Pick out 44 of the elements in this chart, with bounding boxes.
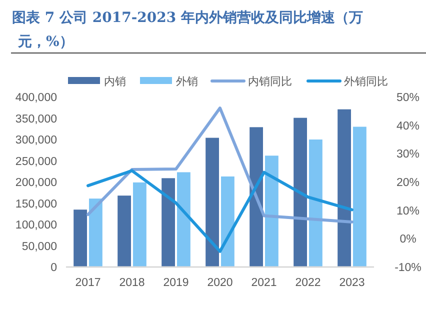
x-tick-label: 2017 — [75, 277, 101, 289]
y2-tick-label: 30% — [396, 148, 420, 161]
y-tick-label: 200,000 — [15, 177, 57, 190]
bar — [338, 109, 351, 267]
bar — [353, 126, 366, 267]
y-tick-label: 100,000 — [15, 220, 57, 232]
legend-label: 内销 — [104, 75, 126, 88]
bar — [162, 178, 175, 267]
y-tick-label: 350,000 — [15, 113, 57, 126]
bar — [206, 138, 219, 267]
x-tick-label: 2020 — [207, 277, 233, 289]
y2-tick-label: 50% — [396, 92, 420, 104]
y-tick-label: 300,000 — [15, 134, 57, 147]
legend-label: 外销同比 — [344, 75, 388, 88]
y2-tick-label: -10% — [394, 262, 422, 274]
x-tick-label: 2022 — [295, 277, 321, 289]
y2-tick-label: 10% — [396, 205, 420, 218]
legend-label: 外销 — [176, 76, 198, 88]
y2-tick-label: 20% — [396, 177, 420, 190]
y-tick-label: 400,000 — [15, 92, 57, 104]
y-tick-label: 50,000 — [22, 240, 57, 253]
line-series — [86, 169, 354, 253]
bar — [265, 156, 278, 267]
bar — [309, 140, 322, 267]
legend-label: 内销同比 — [248, 75, 292, 88]
bar — [133, 182, 146, 267]
bar — [177, 172, 190, 267]
bar — [250, 127, 263, 267]
x-tick-label: 2018 — [119, 277, 145, 289]
y-tick-label: 150,000 — [15, 198, 57, 210]
y-tick-label: 0 — [50, 262, 57, 274]
y2-tick-label: 40% — [396, 120, 420, 132]
x-tick-label: 2019 — [163, 277, 189, 289]
bar — [221, 176, 234, 267]
bar — [89, 198, 102, 267]
line-series — [86, 106, 354, 224]
chart-title: 图表 7 公司 2017-2023 年内外销营收及同比增速（万元，%） — [12, 10, 363, 50]
x-tick-label: 2021 — [251, 277, 277, 289]
x-tick-label: 2023 — [339, 277, 365, 289]
y2-tick-label: 0% — [400, 234, 416, 246]
bar — [118, 196, 131, 267]
bar — [294, 118, 307, 267]
y-tick-label: 250,000 — [15, 156, 57, 168]
bar — [74, 210, 87, 267]
